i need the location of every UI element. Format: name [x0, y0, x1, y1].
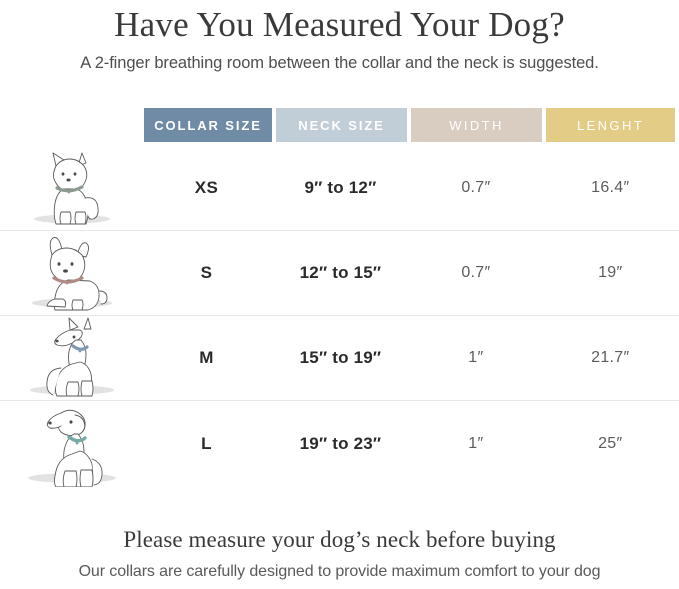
table-row: S 12″ to 15″ 0.7″ 19″: [0, 231, 679, 316]
cell-neck-size: 19″ to 23″: [299, 433, 382, 453]
cell-collar-size: M: [199, 348, 214, 367]
large-labrador-sitting-icon: [28, 409, 117, 487]
cell-length: 21.7″: [591, 349, 630, 366]
small-terrier-sitting-icon: [34, 152, 111, 225]
dog-illustration-xs: [0, 146, 142, 231]
cell-width: 1″: [468, 434, 484, 452]
table-header-row: COLLAR SIZE NECK SIZE WIDTH LENGHT: [0, 108, 679, 142]
collar-m: [71, 344, 89, 351]
cell-width: 0.7″: [461, 179, 491, 196]
dog-illustration-l: [0, 401, 142, 487]
dog-illustration-m: [0, 316, 142, 401]
cell-collar-size: L: [201, 433, 212, 453]
column-header-width: WIDTH: [411, 108, 542, 142]
cell-collar-size: S: [200, 263, 213, 282]
table-row: M 15″ to 19″ 1″ 21.7″: [0, 316, 679, 401]
footer-subtext: Our collars are carefully designed to pr…: [78, 563, 601, 580]
size-table: COLLAR SIZE NECK SIZE WIDTH LENGHT: [0, 108, 679, 487]
cell-neck-size: 12″ to 15″: [299, 263, 382, 282]
table-row: L 19″ to 23″ 1″ 25″: [0, 401, 679, 487]
cell-length: 19″: [598, 264, 623, 281]
page-subtitle: A 2-finger breathing room between the co…: [80, 54, 599, 73]
footer-heading: Please measure your dog’s neck before bu…: [123, 527, 556, 552]
column-header-neck-size: NECK SIZE: [276, 108, 408, 142]
medium-dog-sitting-icon: [30, 317, 115, 397]
footer: Please measure your dog’s neck before bu…: [0, 527, 679, 581]
cell-width: 1″: [468, 349, 484, 366]
french-bulldog-crouching-icon: [32, 237, 113, 311]
cell-neck-size: 15″ to 19″: [299, 348, 382, 367]
page-title: Have You Measured Your Dog?: [114, 5, 565, 44]
cell-neck-size: 9″ to 12″: [304, 178, 377, 197]
column-header-collar-size: COLLAR SIZE: [144, 108, 273, 142]
cell-length: 25″: [598, 434, 623, 452]
cell-collar-size: XS: [194, 178, 219, 197]
collar-l: [67, 434, 87, 442]
cell-length: 16.4″: [591, 179, 630, 196]
cell-width: 0.7″: [461, 264, 491, 281]
column-header-length: LENGHT: [546, 108, 676, 142]
dog-illustration-s: [0, 231, 142, 316]
table-row: XS 9″ to 12″ 0.7″ 16.4″: [0, 146, 679, 231]
